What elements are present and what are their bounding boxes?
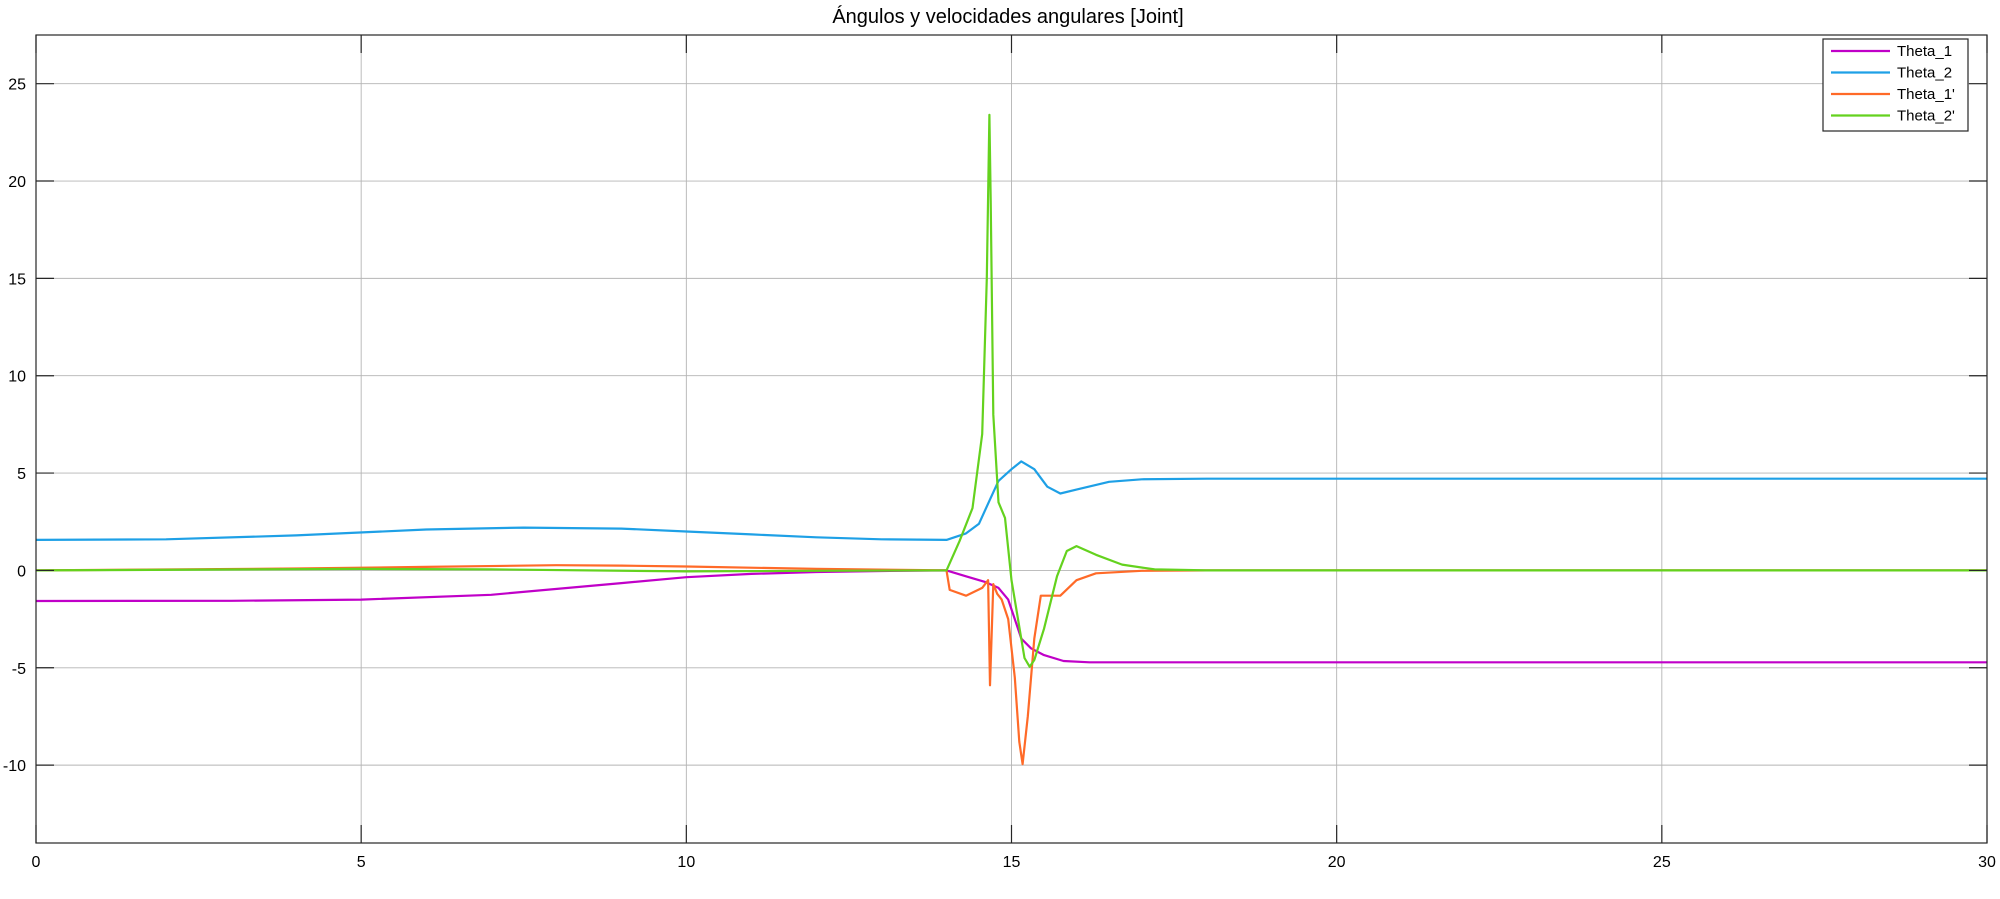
legend-label: Theta_2 — [1897, 65, 1952, 82]
legend-label: Theta_1' — [1897, 86, 1955, 103]
series-lines — [35, 113, 1987, 766]
axis-ticks: 0 5 10 15 20 25 30 -10 -5 0 5 10 15 20 25 — [3, 35, 1996, 871]
y-tick-label: -5 — [12, 661, 26, 678]
x-tick-label: 30 — [1978, 854, 1996, 871]
legend-label: Theta_2' — [1897, 108, 1955, 125]
legend: Theta_1 Theta_2 Theta_1' Theta_2' — [1822, 38, 1969, 132]
series-line-4 — [35, 113, 1987, 668]
y-tick-label: 5 — [17, 466, 26, 483]
chart-title: Ángulos y velocidades angulares [Joint] — [832, 6, 1184, 28]
x-tick-label: 20 — [1328, 854, 1346, 871]
y-tick-label: 10 — [8, 369, 26, 386]
x-tick-label: 25 — [1653, 854, 1671, 871]
x-tick-label: 5 — [357, 854, 366, 871]
y-tick-label: 0 — [17, 563, 26, 580]
legend-label: Theta_1 — [1897, 43, 1952, 60]
series-line-1 — [35, 569, 1987, 664]
y-tick-label: 15 — [8, 271, 26, 288]
series-line-2 — [35, 460, 1987, 542]
y-tick-label: -10 — [3, 758, 26, 775]
x-tick-label: 0 — [32, 854, 41, 871]
x-tick-label: 15 — [1003, 854, 1021, 871]
series-line-3 — [35, 564, 1987, 766]
y-tick-label: 25 — [8, 77, 26, 94]
y-tick-label: 20 — [8, 174, 26, 191]
x-tick-label: 10 — [677, 854, 695, 871]
